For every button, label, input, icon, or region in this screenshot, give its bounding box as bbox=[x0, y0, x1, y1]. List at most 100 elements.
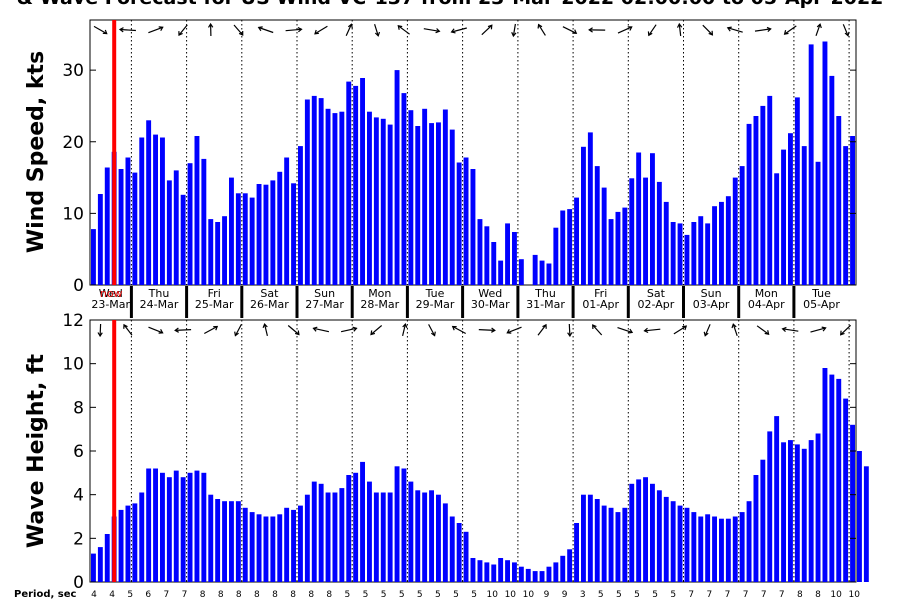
wind-bar bbox=[512, 232, 517, 285]
wave-bar bbox=[408, 481, 414, 582]
day-of-week: Fri bbox=[208, 287, 221, 300]
wind-bar bbox=[339, 111, 345, 285]
wind-direction-arrow bbox=[783, 25, 797, 35]
wave-bar bbox=[512, 562, 517, 582]
wave-direction-arrow bbox=[673, 325, 688, 335]
wave-height-panel: 0 2 4 6 8 10 12 Wave Height, ft bbox=[24, 311, 869, 593]
wave-direction-arrow bbox=[643, 327, 661, 334]
day-date: 25-Mar bbox=[195, 298, 234, 311]
wind-bar bbox=[284, 157, 290, 285]
wind-bar bbox=[304, 99, 310, 285]
wind-direction-arrow bbox=[257, 26, 274, 34]
wave-bar bbox=[670, 501, 676, 582]
period-value: 6 bbox=[145, 590, 151, 600]
wind-bar bbox=[256, 184, 262, 285]
wind-bar bbox=[429, 123, 434, 285]
wave-bar bbox=[318, 483, 324, 583]
period-value: 7 bbox=[743, 590, 749, 600]
period-value: 3 bbox=[580, 590, 586, 600]
wind-bar bbox=[808, 44, 814, 286]
wind-bar bbox=[594, 166, 600, 285]
period-value: 5 bbox=[417, 590, 423, 600]
wave-bar bbox=[587, 494, 593, 582]
wave-bar bbox=[643, 477, 648, 582]
wave-direction-arrow bbox=[537, 323, 547, 336]
wave-bar bbox=[656, 490, 662, 582]
wave-bar bbox=[808, 440, 814, 582]
day-of-week: Mon bbox=[755, 287, 778, 300]
wave-bar bbox=[836, 378, 842, 582]
wave-bar bbox=[298, 505, 303, 582]
wave-bar bbox=[739, 512, 745, 582]
wave-bar bbox=[774, 416, 780, 582]
period-value: 8 bbox=[218, 590, 224, 600]
wind-bar bbox=[781, 149, 786, 285]
wind-bar bbox=[97, 194, 103, 285]
chart-title: & Wave Forecast for US Wind VC-137 from … bbox=[17, 0, 884, 9]
wind-bar bbox=[719, 201, 724, 285]
wave-bar bbox=[698, 516, 704, 582]
wind-bar bbox=[380, 118, 386, 285]
wind-y-ticks: 0 10 20 30 bbox=[62, 61, 856, 296]
wind-day-grid bbox=[130, 20, 850, 285]
wind-bar bbox=[180, 194, 186, 285]
wave-direction-arrow bbox=[478, 327, 496, 333]
day-of-week: Sun bbox=[701, 287, 722, 300]
period-value: 5 bbox=[127, 590, 133, 600]
wind-tick-label: 20 bbox=[62, 133, 84, 153]
wave-bar bbox=[118, 509, 124, 582]
wave-bar bbox=[146, 468, 152, 582]
wind-bar bbox=[615, 211, 621, 285]
wind-direction-arrow bbox=[617, 26, 633, 34]
wind-bar bbox=[567, 209, 573, 285]
wave-bar bbox=[629, 483, 635, 583]
wind-bar bbox=[705, 223, 711, 285]
wave-bar bbox=[477, 560, 483, 582]
wave-direction-arrow bbox=[617, 327, 634, 334]
now-label: now bbox=[100, 287, 123, 300]
day-date: 31-Mar bbox=[526, 298, 565, 311]
wind-bar bbox=[677, 223, 683, 285]
day-of-week: Sat bbox=[647, 287, 666, 300]
wind-direction-arrow bbox=[842, 24, 850, 37]
day-of-week: Mon bbox=[368, 287, 391, 300]
wave-bar bbox=[650, 483, 655, 583]
wind-bar bbox=[263, 184, 269, 285]
wave-tick-label: 10 bbox=[62, 355, 84, 375]
day-date: 01-Apr bbox=[582, 298, 619, 311]
wind-bar bbox=[332, 113, 338, 285]
wind-bar bbox=[587, 132, 593, 285]
wave-direction-arrow bbox=[451, 325, 466, 335]
wave-bar bbox=[725, 518, 731, 582]
day-date: 04-Apr bbox=[748, 298, 785, 311]
wind-direction-arrow bbox=[754, 26, 772, 33]
period-value: 5 bbox=[471, 590, 477, 600]
wave-bar bbox=[843, 398, 849, 582]
wave-direction-arrow bbox=[840, 324, 852, 336]
wind-bar bbox=[146, 120, 152, 285]
wave-bar bbox=[263, 516, 269, 582]
wind-bar bbox=[788, 133, 793, 285]
day-of-week: Sun bbox=[314, 287, 335, 300]
period-value: 5 bbox=[453, 590, 459, 600]
wind-direction-arrow bbox=[118, 27, 136, 33]
wind-speed-panel: 0 10 20 30 Wind Speed, kts bbox=[24, 19, 857, 296]
wave-bar bbox=[732, 516, 738, 582]
wind-bar bbox=[767, 95, 773, 286]
wave-direction-arrow bbox=[428, 324, 436, 337]
wind-direction-arrow bbox=[207, 22, 214, 37]
wave-bar bbox=[822, 368, 828, 582]
wind-y-axis-label: Wind Speed, kts bbox=[24, 51, 49, 253]
wind-bar bbox=[222, 216, 227, 285]
wind-bar bbox=[166, 180, 172, 285]
wind-bar bbox=[229, 177, 234, 285]
wave-bar bbox=[380, 492, 386, 582]
wind-bar bbox=[622, 207, 628, 285]
period-value: 5 bbox=[634, 590, 640, 600]
wind-direction-arrow bbox=[588, 27, 606, 33]
wind-direction-arrow bbox=[702, 24, 714, 36]
